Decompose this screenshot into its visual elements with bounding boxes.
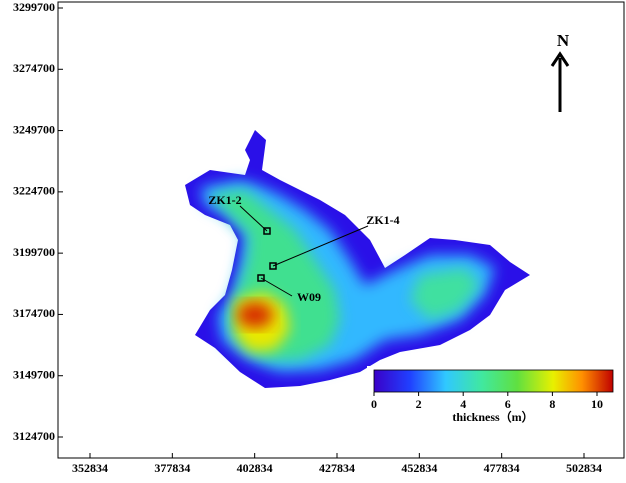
colorbar-tick-label: 8 <box>549 397 555 411</box>
y-tick-label: 3199700 <box>13 245 55 259</box>
well-label: ZK1-2 <box>208 193 241 207</box>
wells: ZK1-2 ZK1-4 W09 <box>208 193 399 304</box>
leader-line <box>260 277 293 297</box>
x-tick-label: 477834 <box>484 461 520 475</box>
colorbar-tick-label: 4 <box>460 397 466 411</box>
well-label: ZK1-4 <box>366 213 399 227</box>
thickness-field <box>185 130 530 388</box>
colorbar-tick-label: 6 <box>505 397 511 411</box>
x-tick-label: 502834 <box>566 461 602 475</box>
x-tick-label: 452834 <box>401 461 437 475</box>
colorbar-tick-label: 0 <box>371 397 377 411</box>
y-tick-label: 3274700 <box>13 61 55 75</box>
colorbar-tick-label: 2 <box>416 397 422 411</box>
y-tick-label: 3174700 <box>13 306 55 320</box>
leader-line <box>239 205 268 232</box>
north-arrow: N <box>550 31 570 112</box>
x-tick-label: 427834 <box>319 461 355 475</box>
colorbar-ramp <box>373 369 614 393</box>
well-marker <box>263 227 271 235</box>
arrow-head <box>550 51 570 67</box>
map-frame <box>57 1 625 459</box>
y-tick-label: 3249700 <box>13 122 55 136</box>
y-tick-label: 3224700 <box>13 184 55 198</box>
x-tick-label: 402834 <box>237 461 273 475</box>
y-tick-label: 3149700 <box>13 367 55 381</box>
y-tick-label: 3299700 <box>13 0 55 14</box>
well-label: W09 <box>297 290 321 304</box>
colorbar-tick-label: 10 <box>591 397 603 411</box>
leader-line <box>272 225 369 267</box>
x-tick-label: 377834 <box>154 461 190 475</box>
x-tick-label: 352834 <box>72 461 108 475</box>
north-label: N <box>557 31 570 50</box>
y-tick-label: 3124700 <box>13 429 55 443</box>
colorbar: thickness（m） 0 2 4 6 8 10 <box>367 366 621 432</box>
well-marker <box>269 262 277 270</box>
well-marker <box>257 274 265 282</box>
colorbar-label: thickness（m） <box>452 409 533 424</box>
